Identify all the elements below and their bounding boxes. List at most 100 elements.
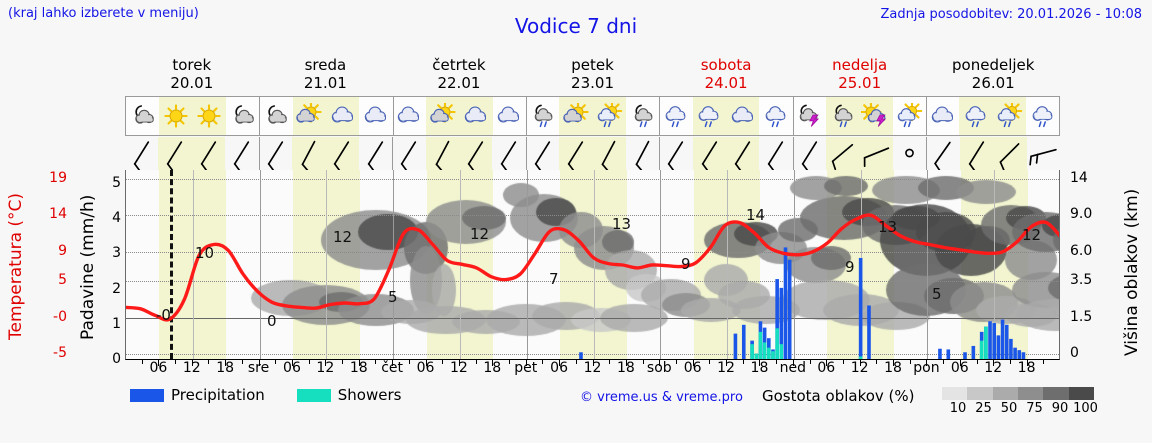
wind-barb-6 <box>325 137 359 172</box>
cloud-density-raster <box>126 170 1059 359</box>
day-separator <box>259 97 261 135</box>
temp-extreme-label-max: 14 <box>746 206 766 224</box>
x-minor-tick <box>258 360 260 364</box>
x-minor-tick <box>809 360 811 364</box>
day-date: 24.01 <box>704 74 748 92</box>
x-minor-tick <box>575 360 577 364</box>
menu-hint-text: (kraj lahko izberete v meniju) <box>8 6 199 21</box>
x-minor-tick <box>175 360 177 364</box>
wind-barb-8 <box>392 137 425 172</box>
day-separator <box>258 137 260 170</box>
x-minor-tick <box>425 360 427 364</box>
wind-barb-27 <box>1027 137 1060 170</box>
weather-icon-cloud-rain-17 <box>692 97 726 135</box>
x-tick-label-čet-7: čet <box>381 360 404 376</box>
temp-extreme-label-max: 13 <box>612 215 632 233</box>
day-date: 20.01 <box>170 74 214 92</box>
wind-barb-15 <box>626 137 659 172</box>
gridline-14 <box>126 215 1059 217</box>
wind-barb-10 <box>458 137 493 172</box>
day-name: petek <box>571 56 614 74</box>
gridline--5 <box>126 354 1059 356</box>
weather-icon-cloud-10 <box>459 97 493 135</box>
x-minor-tick <box>976 360 978 364</box>
credit-link[interactable]: © vreme.us & vreme.pro <box>580 390 743 405</box>
day-header-torek: torek 20.01 <box>125 56 259 94</box>
temperature-tick-5: -5 <box>53 345 67 362</box>
wind-barb-24 <box>926 137 959 172</box>
x-minor-tick <box>625 360 627 364</box>
day-separator-vertical <box>793 170 795 359</box>
day-date: 26.01 <box>971 74 1015 92</box>
cloud-tick-50: 50 <box>1000 401 1018 416</box>
weather-icon-moon-cloud-4 <box>259 97 293 135</box>
day-separator <box>659 137 661 170</box>
x-tick-label-18-10: 18 <box>483 360 502 376</box>
x-minor-tick <box>509 360 511 364</box>
x-minor-tick <box>909 360 911 364</box>
x-minor-tick <box>709 360 711 364</box>
wind-barb-1 <box>158 137 192 172</box>
day-name: ponedeljek <box>952 56 1035 74</box>
x-minor-tick <box>1043 360 1045 364</box>
x-tick-label-ned-19: ned <box>779 360 807 376</box>
day-name: nedelja <box>832 56 888 74</box>
weather-icon-strip <box>125 96 1060 136</box>
x-tick-label-sob-15: sob <box>646 360 672 376</box>
x-tick-label-18-2: 18 <box>216 360 235 376</box>
temp-extreme-label-min: 7 <box>549 270 559 288</box>
x-tick-label-06-8: 06 <box>416 360 435 376</box>
wind-barb-19 <box>759 137 792 172</box>
cloud-tick-25: 25 <box>975 401 992 416</box>
x-tick-label-sre-3: sre <box>247 360 270 376</box>
cloud-tick-100: 100 <box>1073 401 1098 416</box>
day-date: 23.01 <box>571 74 614 92</box>
day-header-sreda: sreda 21.01 <box>259 56 393 94</box>
plot-inner: -0 10 0 12 5 12 7 13 9 14 9 13 5 12 <box>126 170 1059 359</box>
x-minor-tick <box>559 360 561 364</box>
x-axis-tick-labels: 06 12 18 sre 06 12 18 čet 06 12 18 pet 06 12 18 sob 06 12… <box>125 360 1060 380</box>
x-tick-label-06-16: 06 <box>683 360 702 376</box>
day-date: 22.01 <box>437 74 481 92</box>
x-tick-label-12-17: 12 <box>717 360 735 376</box>
wind-barb-12 <box>525 137 559 172</box>
x-minor-tick <box>893 360 895 364</box>
x-tick-label-06-12: 06 <box>550 360 569 376</box>
temperature-axis-title: Temperatura (°C) <box>6 192 26 341</box>
x-minor-tick <box>993 360 995 364</box>
forecast-plot: -0 10 0 12 5 12 7 13 9 14 9 13 5 12 <box>125 170 1060 360</box>
wind-barb-23 <box>893 137 926 170</box>
x-minor-tick <box>826 360 828 364</box>
day-header-ponedeljek: ponedeljek 26.01 <box>926 56 1060 94</box>
x-tick-label-12-5: 12 <box>316 360 335 376</box>
x-minor-tick <box>943 360 945 364</box>
weather-icon-cloud-rain-19 <box>759 97 793 135</box>
x-minor-tick <box>776 360 778 364</box>
x-minor-tick <box>141 360 143 364</box>
cloud-shade-50 <box>992 387 1018 400</box>
precipitation-tick-4: 1 <box>112 315 121 332</box>
cloud-tick-90: 90 <box>1051 401 1069 416</box>
noon-line <box>994 170 996 359</box>
x-tick-label-18-14: 18 <box>616 360 635 376</box>
x-minor-tick <box>542 360 544 364</box>
x-tick-label-18-26: 18 <box>1017 360 1036 376</box>
wind-barb-18 <box>726 137 760 172</box>
precipitation-axis-title: Padavine (mm/h) <box>78 194 98 340</box>
x-minor-tick <box>408 360 410 364</box>
temp-extreme-label-max: 12 <box>333 228 353 246</box>
wind-barb-0 <box>125 137 158 172</box>
wind-barb-20 <box>792 137 826 172</box>
x-minor-tick <box>225 360 227 364</box>
day-separator-vertical <box>259 170 261 359</box>
x-minor-tick <box>208 360 210 364</box>
day-separator <box>926 137 928 170</box>
weather-icon-moon-cloud-0 <box>126 97 160 135</box>
noon-line <box>192 170 194 359</box>
x-minor-tick <box>792 360 794 364</box>
weather-icon-moon-rain-21 <box>825 97 860 135</box>
weather-icon-cloud-11 <box>492 97 526 135</box>
x-minor-tick <box>675 360 677 364</box>
day-separator <box>525 97 527 135</box>
temperature-tick-1: 14 <box>49 206 67 223</box>
